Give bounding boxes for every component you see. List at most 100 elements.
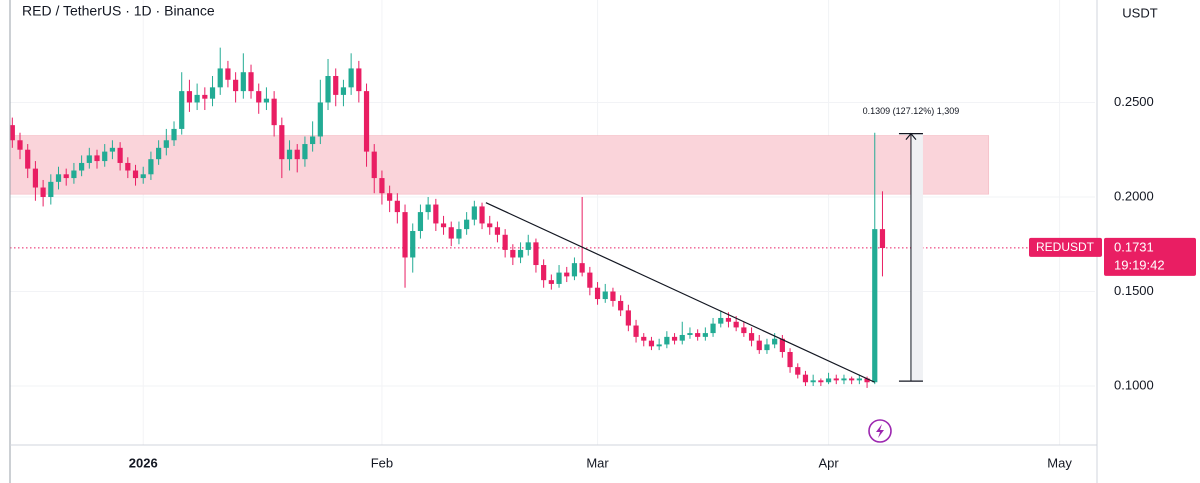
candle-body	[656, 344, 662, 347]
candle-body	[548, 280, 554, 284]
candle-body	[618, 300, 624, 311]
measure-shade	[910, 133, 923, 382]
x-tick-label: 2026	[129, 455, 158, 470]
candle-body	[710, 323, 716, 334]
candle-body	[633, 325, 639, 337]
candle-body	[849, 378, 855, 381]
candle-body	[456, 229, 462, 239]
candle-body	[795, 367, 801, 375]
candle-body	[733, 321, 739, 328]
candle-body	[610, 291, 616, 301]
countdown: 19:19:42	[1114, 257, 1165, 272]
candle-body	[10, 125, 15, 141]
candle-body	[48, 181, 54, 197]
candle-body	[664, 336, 670, 345]
candle-body	[63, 174, 69, 179]
candle-body	[94, 155, 100, 162]
candle-body	[340, 87, 347, 95]
candle-body	[86, 155, 92, 163]
candle-body	[333, 75, 339, 95]
candle-body	[579, 263, 585, 273]
candle-body	[533, 242, 539, 266]
candle-body	[810, 380, 816, 383]
candle-body	[825, 378, 832, 383]
candle-body	[564, 272, 570, 277]
candle-body	[487, 223, 493, 228]
candle-body	[725, 317, 732, 322]
y-tick-label: 0.1000	[1114, 377, 1154, 392]
candle-body	[348, 68, 354, 88]
candle-body	[194, 94, 200, 103]
candle-body	[240, 72, 246, 92]
candle-body	[433, 204, 439, 224]
candle-body	[387, 193, 393, 201]
candle-body	[17, 140, 23, 150]
y-tick-label: 0.2000	[1114, 188, 1154, 203]
candle-body	[440, 223, 447, 228]
candle-body	[541, 265, 547, 281]
candle-body	[202, 94, 208, 99]
candle-body	[802, 374, 809, 383]
candle-body	[648, 340, 655, 347]
candle-body	[55, 174, 62, 182]
candle-body	[517, 249, 524, 258]
candle-body	[79, 162, 85, 171]
chart-title: RED / TetherUS · 1D · Binance	[22, 3, 215, 19]
candle-body	[225, 68, 231, 80]
candle-body	[25, 149, 31, 169]
candle-body	[464, 219, 470, 230]
candle-body	[163, 140, 169, 148]
candle-body	[325, 75, 331, 103]
candle-body	[156, 147, 162, 160]
price-badge	[1104, 237, 1196, 276]
candle-body	[410, 231, 416, 258]
candle-body	[695, 333, 701, 337]
candle-body	[787, 351, 793, 368]
candle-body	[679, 334, 685, 341]
candle-body	[448, 227, 454, 239]
y-tick-label: 0.2500	[1114, 94, 1154, 109]
candle-body	[571, 263, 578, 277]
candle-body	[502, 234, 508, 250]
candle-body	[818, 380, 824, 383]
candle-body	[279, 125, 285, 160]
candle-body	[186, 91, 193, 103]
candle-body	[764, 344, 770, 351]
candle-body	[425, 204, 431, 213]
last-price-value: 0.1731	[1114, 239, 1154, 254]
x-tick-label: Apr	[818, 455, 839, 470]
candle-body	[148, 159, 154, 175]
candle-body	[741, 327, 747, 334]
candle-body	[494, 227, 501, 235]
candle-body	[702, 333, 708, 337]
candle-body	[602, 291, 608, 300]
candle-body	[71, 170, 77, 179]
x-tick-label: May	[1047, 455, 1072, 470]
candle-body	[379, 178, 385, 194]
y-tick-label: 0.1500	[1114, 283, 1154, 298]
plot-area	[10, 0, 1095, 445]
lightning-icon[interactable]	[868, 419, 892, 443]
candle-body	[302, 144, 308, 160]
candle-body	[687, 333, 693, 335]
candle-body	[772, 338, 778, 345]
candle-body	[556, 272, 562, 284]
candle-body	[363, 91, 370, 152]
candle-body	[125, 162, 131, 171]
candle-body	[594, 287, 601, 300]
candle-body	[109, 147, 116, 152]
candle-body	[132, 170, 139, 179]
candle-body	[872, 229, 878, 383]
candle-body	[471, 206, 477, 220]
candle-body	[117, 147, 123, 163]
candle-body	[718, 317, 724, 324]
symbol-label: REDUSDT	[1036, 240, 1095, 254]
candle-body	[286, 149, 293, 160]
candle-body	[587, 272, 593, 288]
x-tick-label: Feb	[371, 455, 393, 470]
measure-label: 0.1309 (127.12%) 1,309	[863, 106, 960, 116]
candle-body	[833, 378, 839, 381]
candle-body	[625, 310, 631, 326]
candle-body	[256, 91, 262, 103]
